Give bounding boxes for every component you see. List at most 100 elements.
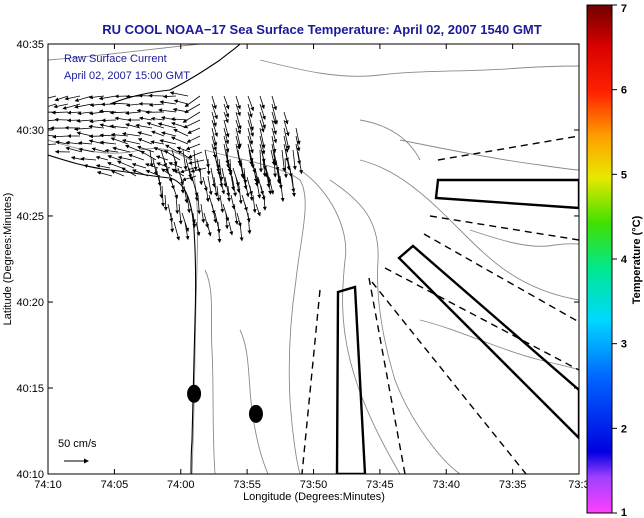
colorbar-tick-label: 2 [621, 423, 627, 435]
current-vector [117, 155, 133, 161]
current-vector [255, 203, 261, 217]
current-vector [188, 167, 194, 182]
current-vector [203, 212, 209, 229]
current-vector [206, 221, 212, 237]
current-vector [110, 137, 129, 145]
current-vector [149, 149, 154, 168]
current-vector [243, 175, 250, 198]
current-vector [170, 136, 189, 145]
current-vector [161, 131, 177, 137]
bathymetry-contours [48, 44, 579, 474]
current-vector [247, 212, 252, 235]
current-vector [259, 103, 266, 121]
current-vector [177, 167, 184, 186]
current-vector [194, 185, 199, 202]
current-vector [184, 95, 201, 107]
current-vector [137, 131, 153, 137]
current-vector [259, 95, 265, 110]
current-vector [125, 103, 141, 108]
current-vector [233, 203, 239, 225]
colorbar-tick-label: 3 [621, 339, 627, 351]
current-vector [96, 171, 113, 177]
current-vector [199, 167, 204, 186]
current-vector [148, 102, 165, 107]
current-vector [283, 135, 289, 153]
current-vector [80, 156, 97, 161]
current-vector [235, 176, 241, 193]
current-vector [223, 103, 230, 118]
track-polygons [335, 178, 579, 474]
current-vector [211, 119, 219, 137]
current-vector [53, 103, 69, 109]
current-vector [235, 119, 242, 135]
current-vector [223, 127, 230, 145]
current-vector [170, 212, 175, 233]
current-vector [150, 140, 165, 145]
current-vector [91, 147, 107, 153]
colorbar-label: Temperature (°C) [631, 215, 643, 304]
current-vector [99, 140, 117, 145]
current-vector [78, 147, 95, 153]
scale-label: 50 cm/s [58, 438, 97, 450]
current-vector [224, 212, 229, 230]
chart-title: RU COOL NOAA−17 Sea Surface Temperature:… [102, 22, 541, 37]
plot-area [48, 44, 579, 474]
current-vector [265, 167, 272, 184]
current-vector [192, 212, 197, 228]
current-vector [98, 95, 117, 101]
current-vector [283, 158, 288, 179]
colorbar-tick-label: 1 [621, 507, 627, 518]
current-vector [186, 194, 191, 214]
y-tick-label: 40:20 [16, 297, 44, 309]
current-vector [136, 108, 153, 113]
current-vector [152, 158, 158, 176]
current-vector [247, 95, 255, 112]
current-vector [271, 95, 278, 111]
current-vector [206, 158, 211, 176]
current-vector [227, 185, 232, 202]
current-vector [221, 167, 228, 188]
current-vector [124, 144, 143, 153]
current-vector [114, 116, 129, 121]
current-vector [95, 164, 111, 169]
current-vector [121, 131, 141, 137]
current-vector [223, 111, 229, 124]
current-vector [52, 134, 69, 139]
current-vector [159, 100, 177, 105]
current-vector [271, 127, 278, 144]
current-vector [104, 148, 119, 153]
current-vector [196, 158, 202, 173]
current-vector [276, 167, 281, 185]
current-vector [271, 135, 277, 154]
current-vector [200, 203, 206, 224]
current-vector [186, 135, 201, 143]
current-vector [217, 221, 222, 243]
x-axis-ticks: 74:10 74:05 74:00 73:55 73:50 73:45 73:40 73:35… [34, 44, 590, 491]
current-vector [235, 95, 241, 110]
current-vector [267, 175, 273, 195]
current-vector [48, 95, 57, 99]
x-tick-label: 73:40 [432, 479, 460, 491]
dashed-lines [301, 135, 579, 474]
surface-current-vectors [48, 91, 304, 243]
current-vector [211, 135, 217, 152]
current-vector [185, 143, 201, 150]
current-vector [223, 135, 230, 153]
current-vector [173, 99, 189, 105]
current-vector [283, 119, 290, 137]
current-vector [183, 185, 189, 204]
current-vector [226, 149, 231, 169]
colorbar-tick-label: 7 [621, 3, 627, 15]
current-vector [281, 149, 287, 172]
current-vector [136, 145, 155, 153]
current-vector [172, 107, 189, 113]
current-vector [109, 124, 129, 129]
current-vector [271, 111, 277, 125]
current-vector [137, 138, 153, 145]
current-vector [297, 151, 304, 175]
current-vector [173, 129, 189, 137]
current-vector [223, 119, 230, 138]
current-vector [121, 138, 141, 145]
current-vector [173, 221, 180, 241]
y-tick-label: 40:25 [16, 211, 44, 223]
